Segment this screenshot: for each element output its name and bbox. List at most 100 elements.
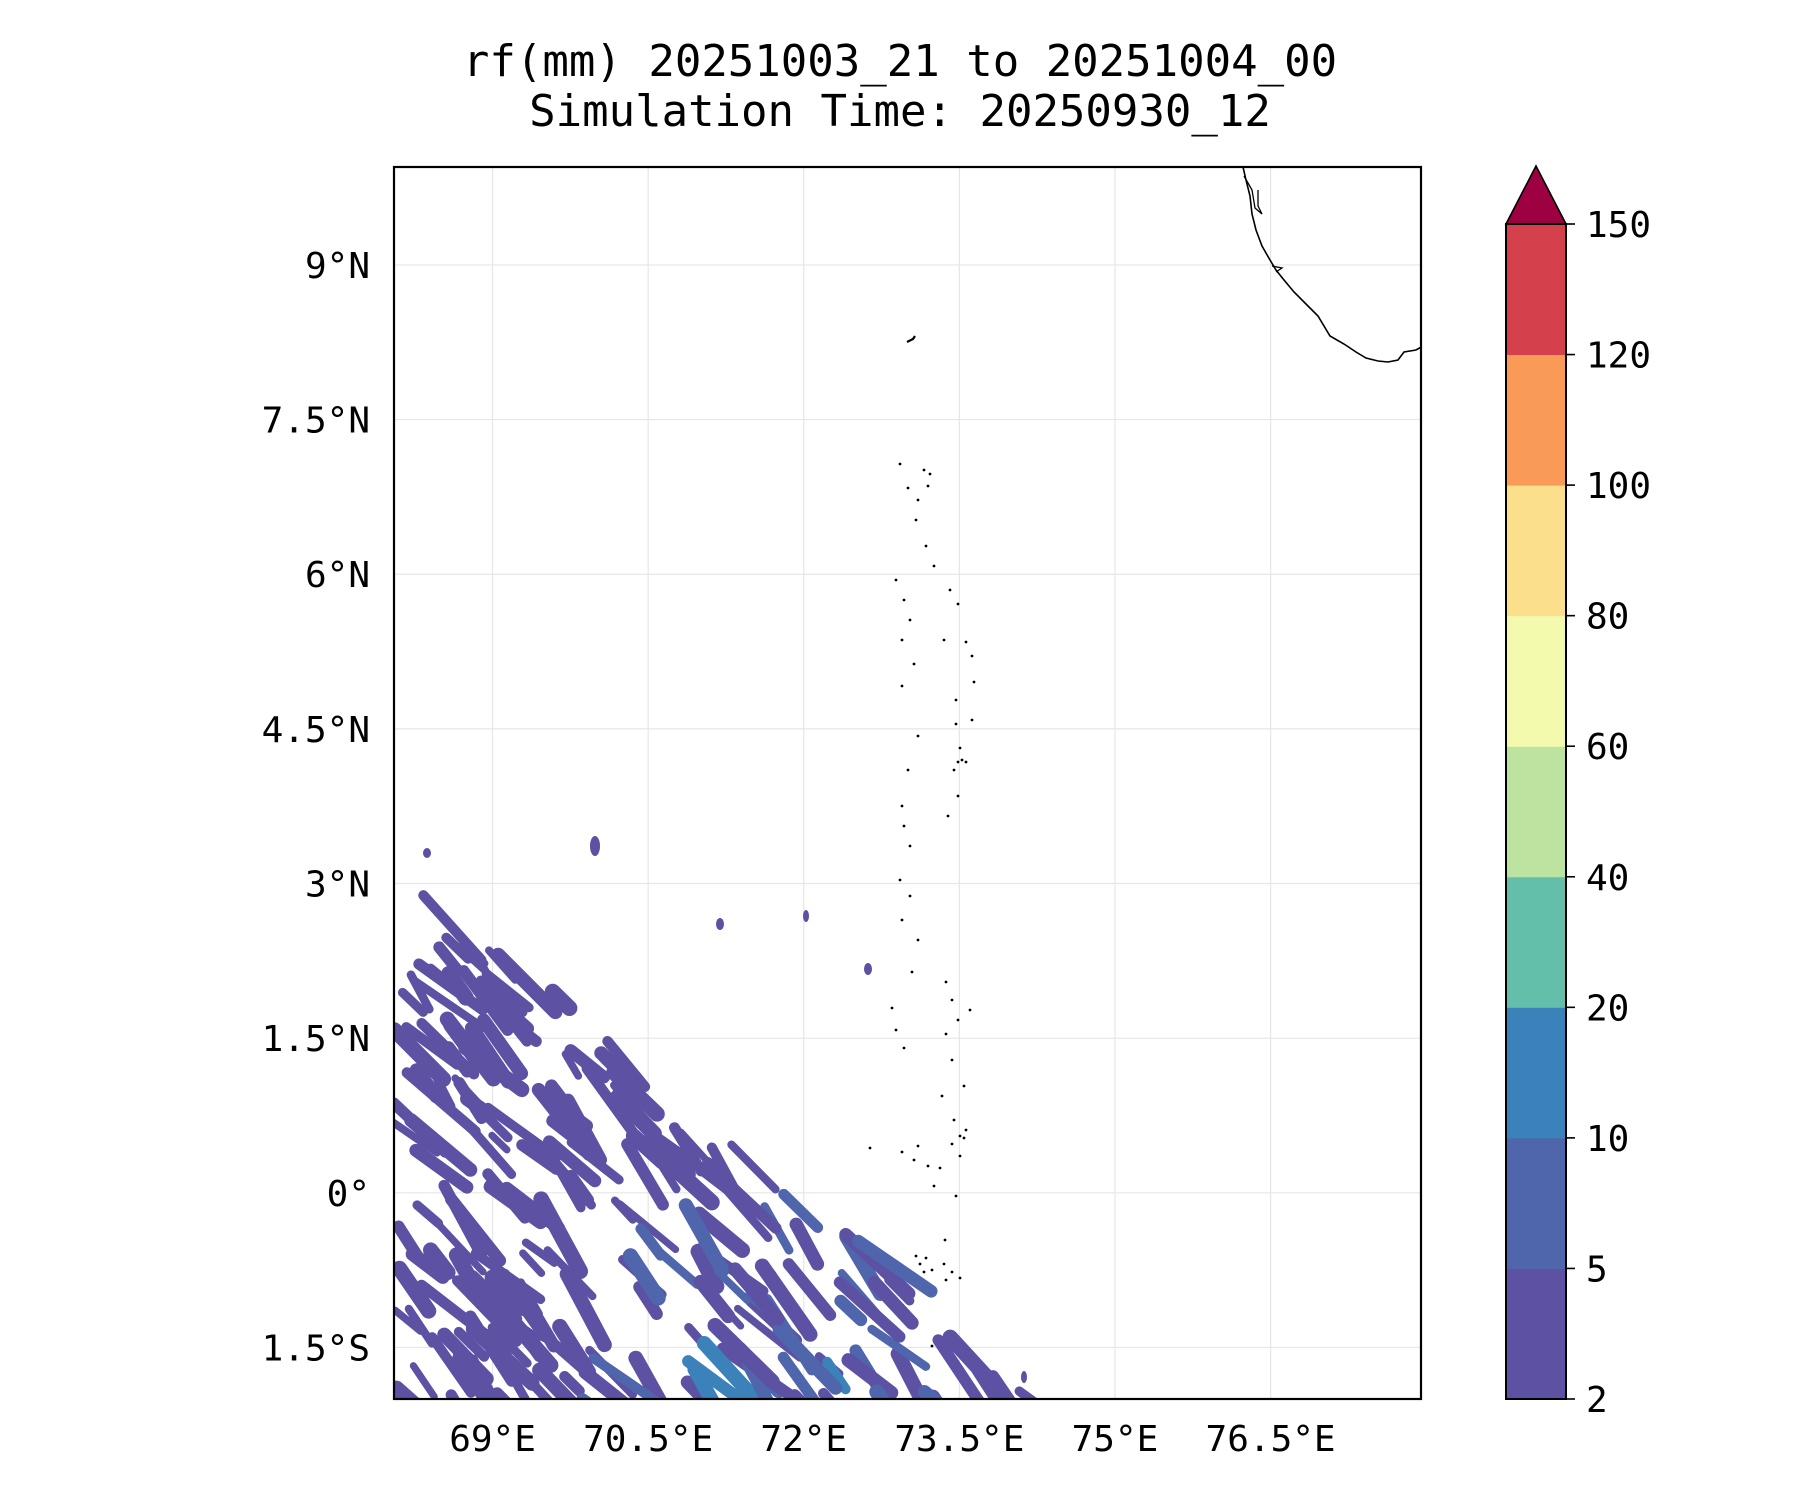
rain-streak bbox=[655, 1248, 702, 1289]
atoll-island bbox=[898, 462, 902, 466]
atoll-island bbox=[944, 1278, 948, 1282]
rain-streak bbox=[833, 1276, 906, 1343]
atoll-island bbox=[950, 1142, 954, 1146]
colorbar-bin-60-80 bbox=[1506, 615, 1566, 747]
atoll-island bbox=[944, 1032, 948, 1036]
rain-streak bbox=[401, 1067, 481, 1137]
rain-cell bbox=[716, 918, 724, 930]
rain-streak bbox=[427, 1332, 477, 1398]
rain-streak bbox=[1014, 1386, 1039, 1399]
rain-streak bbox=[610, 1088, 662, 1142]
atoll-island bbox=[912, 662, 916, 666]
rain-streak bbox=[422, 1242, 456, 1281]
rain-cell bbox=[864, 963, 872, 975]
rain-streak bbox=[544, 983, 578, 1017]
rain-streak bbox=[890, 1346, 930, 1399]
colorbar-tick-label: 60 bbox=[1586, 727, 1629, 768]
x-tick-label: 73.5°E bbox=[894, 1419, 1024, 1460]
atoll-island bbox=[928, 472, 932, 476]
atoll-island bbox=[902, 1046, 906, 1050]
x-tick-label: 72°E bbox=[760, 1419, 847, 1460]
atoll-island bbox=[908, 844, 912, 848]
atoll-island bbox=[964, 640, 968, 644]
atoll-island bbox=[964, 1128, 968, 1132]
rain-streak bbox=[841, 1353, 899, 1399]
rain-streak bbox=[559, 1370, 585, 1397]
rain-cell bbox=[803, 910, 809, 922]
rain-streak bbox=[464, 1270, 523, 1328]
rain-streak bbox=[516, 1139, 563, 1175]
india-coastline bbox=[1242, 167, 1421, 363]
atoll-island bbox=[942, 638, 946, 642]
chart-title: rf(mm) 20251003_21 to 20251004_00 bbox=[462, 36, 1338, 87]
y-tick-label: 6°N bbox=[305, 555, 370, 596]
atoll-island bbox=[964, 760, 968, 764]
island-minicoy bbox=[906, 335, 916, 343]
atoll-island bbox=[956, 602, 960, 606]
colorbar-bin-10-20 bbox=[1506, 1007, 1566, 1139]
rain-streak bbox=[483, 1102, 562, 1162]
rain-streak bbox=[789, 1217, 825, 1271]
rain-streak bbox=[677, 1128, 713, 1167]
rain-streak bbox=[834, 1294, 868, 1327]
colorbar: 2 5 10 20 40 60 80 100 120 150 bbox=[1504, 164, 1651, 1421]
rain-streak bbox=[531, 1082, 597, 1161]
atoll-island bbox=[968, 1008, 972, 1012]
rain-streak bbox=[741, 1357, 774, 1399]
atoll-island bbox=[906, 486, 910, 490]
rain-streak bbox=[394, 1260, 437, 1319]
colorbar-bin-80-100 bbox=[1506, 485, 1566, 617]
rain-streak bbox=[394, 1022, 452, 1087]
rain-streak bbox=[633, 1280, 663, 1320]
rain-streak bbox=[543, 1246, 597, 1301]
atoll-island bbox=[898, 878, 902, 882]
rain-streak bbox=[453, 1326, 490, 1362]
atoll-island bbox=[908, 894, 912, 898]
atoll-island bbox=[926, 484, 930, 488]
colorbar-bin-100-120 bbox=[1506, 354, 1566, 486]
rain-streak bbox=[581, 1063, 642, 1142]
atoll-island bbox=[922, 468, 926, 472]
maldives-atolls bbox=[868, 462, 976, 1348]
rain-streak bbox=[707, 1318, 780, 1389]
atoll-island bbox=[902, 598, 906, 602]
rain-streak bbox=[734, 1304, 804, 1362]
colorbar-tick-label: 100 bbox=[1586, 466, 1651, 507]
rain-streak bbox=[932, 1334, 985, 1399]
rain-streak bbox=[635, 1223, 667, 1261]
chart-subtitle: Simulation Time: 20250930_12 bbox=[529, 86, 1271, 137]
atoll-island bbox=[916, 938, 920, 942]
y-tick-label: 0° bbox=[327, 1174, 370, 1215]
rain-streak bbox=[867, 1324, 931, 1371]
rain-streak bbox=[625, 1128, 670, 1170]
rain-streak bbox=[521, 1238, 559, 1267]
rain-streak bbox=[404, 1113, 478, 1177]
coastlines bbox=[868, 167, 1421, 1348]
rain-streak bbox=[690, 1243, 725, 1295]
atoll-island bbox=[948, 588, 952, 592]
colorbar-tick-label: 120 bbox=[1586, 336, 1651, 377]
rain-streak bbox=[475, 954, 519, 1027]
rain-streak bbox=[519, 1249, 546, 1278]
atoll-island bbox=[900, 638, 904, 642]
rain-streak bbox=[693, 1274, 736, 1324]
rain-streak bbox=[397, 987, 428, 1017]
x-tick-label: 69°E bbox=[449, 1419, 536, 1460]
rain-streak bbox=[491, 947, 563, 1020]
atoll-island bbox=[962, 1084, 966, 1088]
colorbar-tick-label: 80 bbox=[1586, 597, 1629, 638]
atoll-island bbox=[926, 1164, 930, 1168]
atoll-island bbox=[916, 734, 920, 738]
atoll-island bbox=[940, 1094, 944, 1098]
rain-streak bbox=[867, 1275, 919, 1330]
rain-streak bbox=[715, 1171, 782, 1234]
rain-streak bbox=[678, 1198, 730, 1278]
atoll-island bbox=[894, 578, 898, 582]
rain-streak bbox=[576, 1393, 593, 1399]
atoll-island bbox=[908, 618, 912, 622]
atoll-island bbox=[932, 564, 936, 568]
rain-streak bbox=[622, 1248, 666, 1306]
rain-streak bbox=[616, 1200, 680, 1254]
